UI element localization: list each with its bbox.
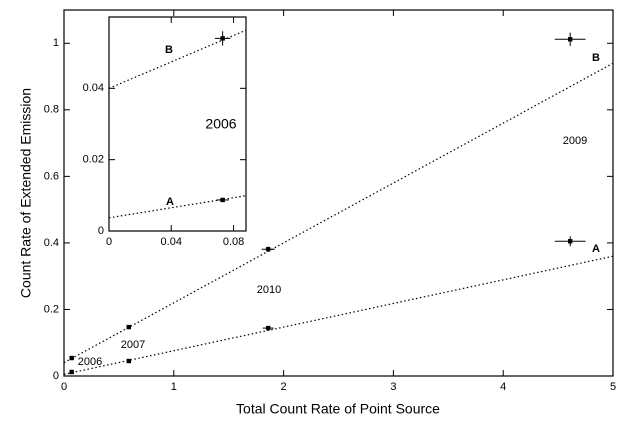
fit-line	[63, 62, 614, 364]
point	[126, 324, 131, 330]
y-tick-label: 0.02	[83, 154, 104, 166]
point	[266, 247, 271, 252]
y-tick-label: 0.6	[44, 170, 59, 182]
y-tick-label: 0.4	[44, 237, 59, 249]
series-label: B	[592, 52, 600, 64]
annotation: 2007	[121, 339, 145, 351]
annotation: 2010	[257, 284, 281, 296]
point	[220, 36, 225, 41]
point	[567, 37, 573, 42]
point	[69, 369, 74, 375]
fit-line	[63, 255, 614, 375]
y-tick-label: 0.8	[44, 104, 59, 116]
x-axis-title: Total Count Rate of Point Source	[236, 401, 440, 417]
x-tick-label: 3	[390, 381, 396, 393]
series-label: A	[592, 243, 600, 255]
y-axis-title: Count Rate of Extended Emission	[18, 88, 34, 298]
y-tick-label: 1	[53, 37, 59, 49]
x-tick-label: 0	[61, 381, 67, 393]
annotation: 2006	[205, 116, 236, 132]
fit-line	[108, 195, 247, 219]
point	[126, 358, 131, 364]
point	[220, 197, 225, 203]
x-tick-label: 4	[500, 381, 506, 393]
y-tick-label: 0.04	[83, 82, 104, 94]
series-label: A	[166, 196, 174, 208]
x-tick-label: 1	[171, 381, 177, 393]
y-tick-label: 0	[53, 370, 59, 382]
point	[567, 239, 573, 244]
y-tick-label: 0.2	[44, 303, 59, 315]
x-tick-label: 0.08	[223, 236, 244, 248]
x-tick-label: 0.04	[161, 236, 182, 248]
annotation: 2006	[78, 356, 102, 368]
annotation: 2009	[563, 135, 587, 147]
point	[266, 325, 271, 331]
series-label: B	[165, 44, 173, 56]
x-tick-label: 0	[106, 236, 112, 248]
y-tick-label: 0	[98, 225, 104, 237]
point	[69, 355, 74, 361]
x-tick-label: 5	[610, 381, 616, 393]
plot-frame	[63, 9, 614, 377]
plot-frame	[108, 16, 247, 232]
x-tick-label: 2	[281, 381, 287, 393]
